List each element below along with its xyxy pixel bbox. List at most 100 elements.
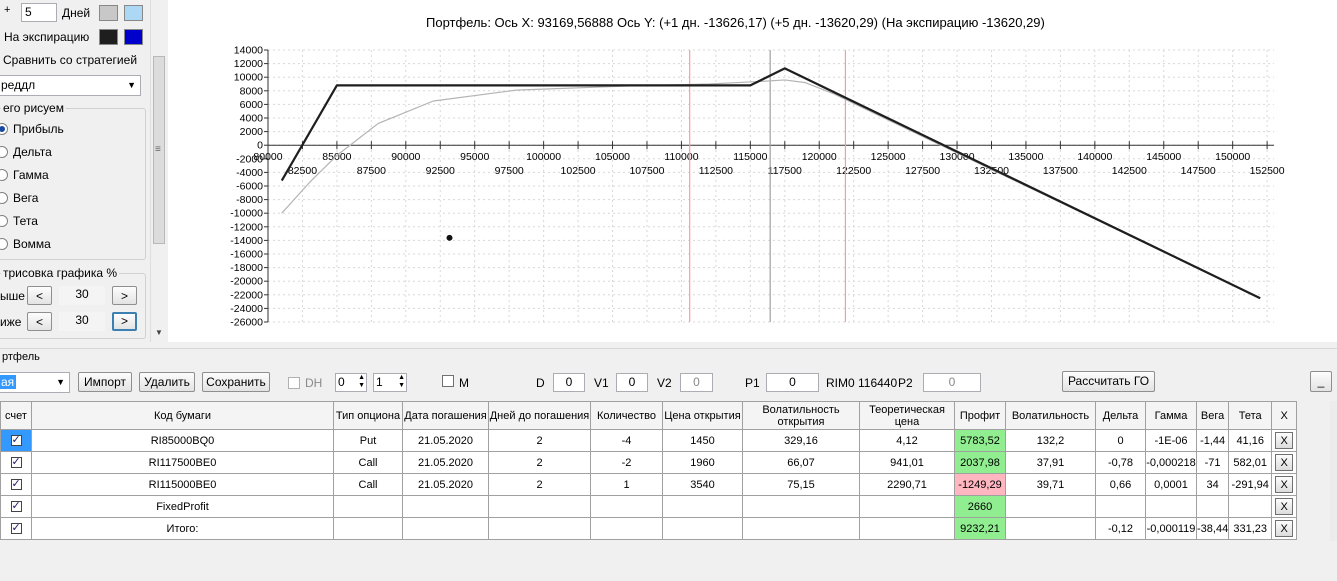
import-button[interactable]: Импорт [78,372,132,392]
draw-option-radio-1[interactable] [0,146,8,158]
table-cell[interactable] [402,517,489,540]
table-cell[interactable]: 2 [488,473,591,496]
calculate-go-button[interactable]: Рассчитать ГО [1062,371,1155,392]
days-input[interactable]: 5 [21,3,57,22]
remove-row-button[interactable]: X [1275,476,1294,493]
draw-option-radio-3[interactable] [0,192,8,204]
dh-checkbox[interactable] [288,377,300,389]
table-row[interactable]: RI115000BE0Call21.05.202021354075,152290… [0,473,1298,496]
draw-option-label-0[interactable]: Прибыль [13,122,64,136]
p2-input[interactable]: 0 [923,373,981,392]
spin-arrows-icon[interactable]: ▲ ▼ [358,374,365,389]
table-cell[interactable]: -291,94 [1228,473,1273,496]
column-header-6[interactable]: Цена открытия [662,401,743,430]
column-header-0[interactable]: счет [0,401,32,430]
table-cell[interactable]: 21.05.2020 [402,451,489,474]
table-cell[interactable]: 2 [488,429,591,452]
table-cell[interactable]: 331,23 [1228,517,1273,540]
table-cell[interactable]: RI115000BE0 [31,473,334,496]
expiry-color-swatch-2[interactable] [124,29,143,45]
row-checkbox-cell[interactable] [0,517,32,540]
compare-strategy-label[interactable]: Сравнить со стратегией [3,53,138,67]
strategy-select[interactable]: реддл ▼ [0,75,141,96]
scroll-down-icon[interactable]: ▼ [155,328,163,337]
table-row[interactable]: FixedProfit 2660 X [0,495,1298,518]
draw-option-label-5[interactable]: Вомма [13,237,51,251]
column-header-5[interactable]: Количество [590,401,663,430]
table-cell[interactable]: 0 [1095,429,1146,452]
table-cell[interactable] [742,517,860,540]
table-cell[interactable] [590,517,663,540]
row-checkbox-cell[interactable] [0,473,32,496]
table-cell[interactable]: 39,71 [1005,473,1096,496]
table-cell[interactable]: 41,16 [1228,429,1273,452]
table-cell[interactable] [1005,517,1096,540]
column-header-10[interactable]: Волатильность [1005,401,1096,430]
table-cell[interactable]: 0,66 [1095,473,1146,496]
table-cell[interactable]: 1960 [662,451,743,474]
scrollbar-thumb[interactable] [153,56,165,244]
draw-option-radio-2[interactable] [0,169,8,181]
table-cell[interactable]: 0,0001 [1145,473,1197,496]
draw-option-label-1[interactable]: Дельта [13,145,52,159]
table-cell[interactable]: 2037,98 [954,451,1006,474]
column-header-11[interactable]: Дельта [1095,401,1146,430]
table-cell[interactable] [1228,495,1273,518]
below-value[interactable]: 30 [59,312,105,331]
column-header-12[interactable]: Гамма [1145,401,1197,430]
table-cell[interactable]: 941,01 [859,451,955,474]
table-row[interactable]: RI85000BQ0Put21.05.20202-41450329,164,12… [0,429,1298,452]
table-cell[interactable]: -0,000218 [1145,451,1197,474]
remove-row-button[interactable]: X [1275,498,1294,515]
table-cell[interactable]: 5783,52 [954,429,1006,452]
table-cell[interactable] [590,495,663,518]
table-cell[interactable]: Call [333,451,403,474]
table-cell[interactable]: 75,15 [742,473,860,496]
days-color-swatch-2[interactable] [124,5,143,21]
table-cell[interactable]: -4 [590,429,663,452]
draw-option-label-3[interactable]: Вега [13,191,39,205]
column-header-1[interactable]: Код бумаги [31,401,334,430]
draw-option-radio-5[interactable] [0,238,8,250]
table-cell[interactable]: -0,12 [1095,517,1146,540]
below-decrease-button[interactable]: < [27,312,52,331]
row-checkbox[interactable] [10,499,22,513]
table-cell[interactable] [333,495,403,518]
table-cell[interactable] [333,517,403,540]
row-checkbox[interactable] [10,521,22,535]
table-cell[interactable]: 3540 [662,473,743,496]
portfolio-select[interactable]: ая ▼ [0,372,70,393]
row-checkbox[interactable] [10,433,22,447]
table-cell[interactable]: 37,91 [1005,451,1096,474]
splitter[interactable] [0,342,1337,349]
table-cell[interactable] [1195,495,1230,518]
table-cell[interactable] [1145,495,1197,518]
table-cell[interactable]: -71 [1195,451,1230,474]
delete-button[interactable]: Удалить [139,372,195,392]
spin2-input[interactable]: 1 ▲ ▼ [373,373,407,392]
table-cell[interactable]: 582,01 [1228,451,1273,474]
table-cell[interactable]: 66,07 [742,451,860,474]
column-header-15[interactable]: X [1271,401,1298,430]
table-cell[interactable]: RI117500BE0 [31,451,334,474]
table-cell[interactable]: -1E-06 [1145,429,1197,452]
column-header-9[interactable]: Профит [954,401,1006,430]
table-cell[interactable]: 21.05.2020 [402,429,489,452]
table-cell[interactable]: -1,44 [1195,429,1230,452]
spin1-input[interactable]: 0 ▲ ▼ [335,373,367,392]
left-panel-scrollbar[interactable]: ≡ ▼ [150,0,167,342]
table-cell[interactable] [662,517,743,540]
table-cell[interactable]: Put [333,429,403,452]
table-cell[interactable]: -0,78 [1095,451,1146,474]
table-cell[interactable]: 1450 [662,429,743,452]
days-color-swatch-1[interactable] [99,5,118,21]
table-cell[interactable]: Итого: [31,517,334,540]
column-header-4[interactable]: Дней до погашения [488,401,591,430]
table-cell[interactable]: 34 [1195,473,1230,496]
column-header-3[interactable]: Дата погашения [402,401,489,430]
minimize-button[interactable]: _ [1310,371,1332,392]
table-cell[interactable]: 21.05.2020 [402,473,489,496]
table-cell[interactable] [662,495,743,518]
column-header-14[interactable]: Тета [1228,401,1273,430]
